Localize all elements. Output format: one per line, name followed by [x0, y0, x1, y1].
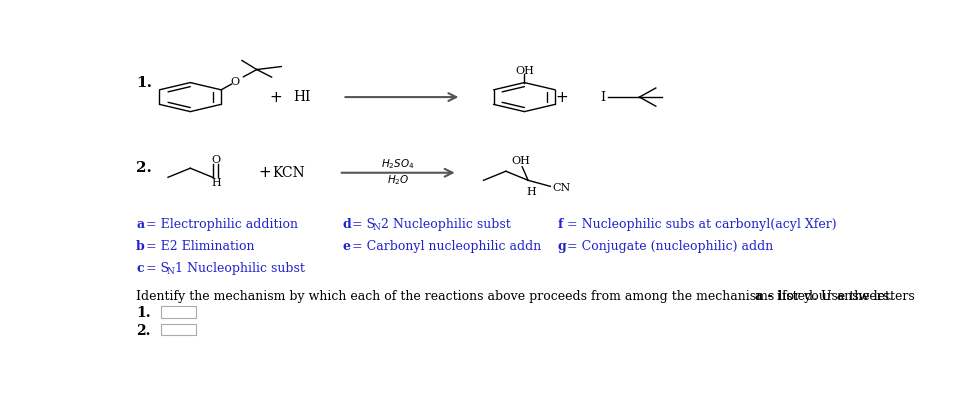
- Text: 1.: 1.: [136, 77, 152, 90]
- Text: Identify the mechanism by which each of the reactions above proceeds from among : Identify the mechanism by which each of …: [136, 290, 919, 303]
- Text: OH: OH: [515, 66, 534, 76]
- Text: KCN: KCN: [273, 166, 306, 180]
- Text: d: d: [343, 218, 352, 231]
- FancyBboxPatch shape: [161, 307, 196, 318]
- Text: H: H: [526, 187, 536, 197]
- Text: +: +: [555, 90, 568, 105]
- Text: CN: CN: [553, 183, 571, 193]
- Text: = E2 Elimination: = E2 Elimination: [146, 241, 254, 253]
- Text: = Conjugate (nucleophilic) addn: = Conjugate (nucleophilic) addn: [567, 241, 774, 253]
- Text: 1.: 1.: [136, 307, 150, 320]
- Text: $H_2SO_4$: $H_2SO_4$: [381, 157, 415, 171]
- Text: a: a: [136, 218, 145, 231]
- Text: f: f: [558, 218, 563, 231]
- Text: a - i: a - i: [755, 290, 782, 303]
- Text: = S: = S: [146, 262, 169, 275]
- Text: b: b: [136, 241, 145, 253]
- Text: e: e: [343, 241, 351, 253]
- Text: O: O: [211, 155, 220, 165]
- Text: OH: OH: [512, 156, 530, 166]
- Text: 2 Nucleophilic subst: 2 Nucleophilic subst: [381, 218, 511, 231]
- Text: 1 Nucleophilic subst: 1 Nucleophilic subst: [174, 262, 305, 275]
- Text: +: +: [269, 90, 282, 105]
- Text: H: H: [211, 178, 221, 188]
- Text: $H_2O$: $H_2O$: [387, 173, 409, 187]
- Text: N: N: [373, 223, 380, 232]
- Text: 2.: 2.: [136, 161, 152, 175]
- Text: 2.: 2.: [136, 324, 150, 338]
- Text: for your answers.: for your answers.: [778, 290, 893, 303]
- Text: N: N: [167, 267, 174, 276]
- Text: O: O: [230, 77, 240, 87]
- Text: = Carbonyl nucleophilic addn: = Carbonyl nucleophilic addn: [353, 241, 541, 253]
- Text: HI: HI: [293, 90, 310, 104]
- Text: g: g: [558, 241, 566, 253]
- Text: I: I: [600, 91, 604, 104]
- Text: +: +: [258, 165, 271, 180]
- Text: = Nucleophilic subs at carbonyl(acyl Xfer): = Nucleophilic subs at carbonyl(acyl Xfe…: [567, 218, 837, 231]
- Text: c: c: [136, 262, 144, 275]
- FancyBboxPatch shape: [161, 324, 196, 335]
- Text: = Electrophilic addition: = Electrophilic addition: [146, 218, 298, 231]
- Text: = S: = S: [353, 218, 376, 231]
